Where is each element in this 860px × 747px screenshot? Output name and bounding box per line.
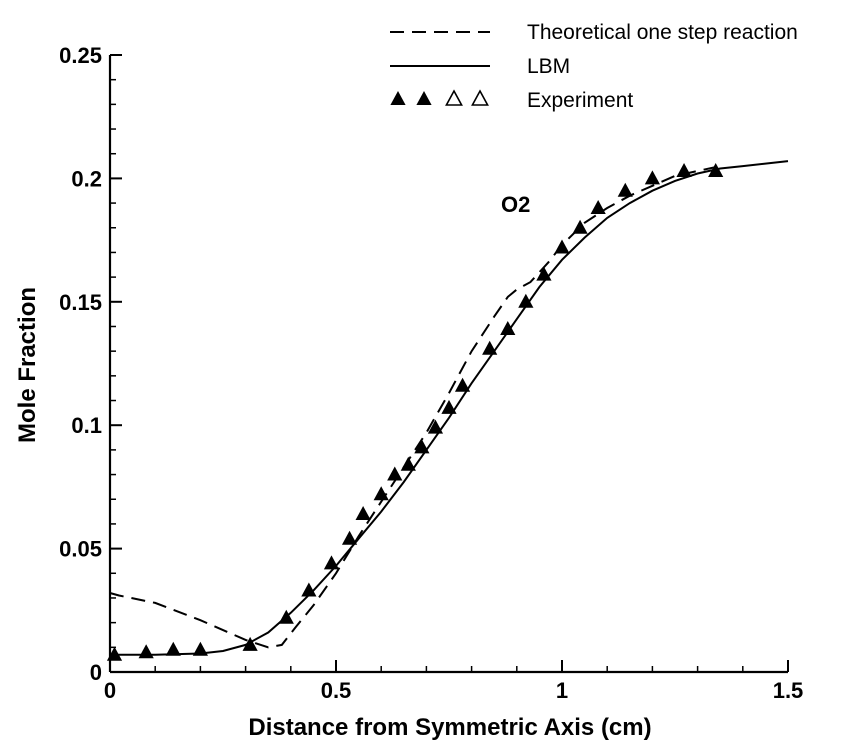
experiment-marker — [414, 439, 430, 454]
x-tick-label: 1.5 — [773, 678, 804, 703]
experiment-marker — [355, 506, 371, 521]
plot-area — [109, 160, 789, 656]
legend: Theoretical one step reaction LBM Experime… — [390, 21, 798, 112]
x-tick-label: 0.5 — [321, 678, 352, 703]
legend-marker-hollow — [445, 89, 463, 106]
experiment-marker — [536, 266, 552, 281]
experiment-marker — [590, 200, 606, 215]
experiment-marker — [278, 609, 294, 624]
experiment-marker — [192, 641, 208, 656]
x-tick-label: 1 — [556, 678, 568, 703]
experiment-marker — [138, 644, 154, 659]
theoretical-series-line — [109, 165, 721, 649]
experiment-marker — [518, 293, 534, 308]
experiment-marker — [441, 399, 457, 414]
y-tick-label: 0.2 — [71, 166, 102, 191]
experiment-marker — [482, 340, 498, 355]
experiment-marker — [341, 530, 358, 545]
y-axis-title: Mole Fraction — [14, 287, 41, 443]
experiment-marker — [644, 170, 660, 185]
o2-annotation: O2 — [501, 192, 530, 217]
experiment-marker — [572, 219, 588, 234]
experiment-marker — [617, 182, 633, 197]
legend-marker-filled — [416, 91, 432, 105]
legend-marker-hollow — [471, 89, 489, 106]
x-tick-label: 0 — [104, 678, 116, 703]
experiment-marker — [427, 419, 444, 434]
y-tick-label: 0 — [90, 660, 102, 685]
legend-label: LBM — [527, 55, 570, 78]
experiment-marker — [708, 162, 724, 177]
experiment-marker — [676, 162, 692, 177]
experiment-marker — [242, 636, 258, 651]
y-tick-label: 0.15 — [59, 290, 102, 315]
experiment-marker — [323, 555, 340, 570]
experiment-marker — [454, 377, 471, 392]
legend-label: Experiment — [527, 89, 633, 112]
legend-marker-filled — [390, 91, 406, 105]
experiment-marker — [373, 486, 389, 501]
experiment-marker — [554, 239, 570, 254]
experiment-marker — [387, 466, 403, 481]
ticks: 0 0.05 0.1 0.15 0.2 0.25 0 0.5 1 1.5 — [59, 43, 803, 703]
y-tick-label: 0.05 — [59, 537, 102, 562]
lbm-series-line — [110, 160, 789, 656]
experiment-marker — [165, 641, 181, 656]
experiment-marker — [500, 320, 516, 335]
legend-label: Theoretical one step reaction — [527, 21, 798, 44]
experiment-marker — [400, 456, 416, 471]
x-axis-title: Distance from Symmetric Axis (cm) — [248, 714, 651, 741]
y-tick-label: 0.25 — [59, 43, 102, 68]
experiment-marker — [301, 582, 317, 597]
axes — [108, 55, 788, 674]
experiment-markers — [106, 162, 724, 661]
y-tick-label: 0.1 — [71, 413, 102, 438]
